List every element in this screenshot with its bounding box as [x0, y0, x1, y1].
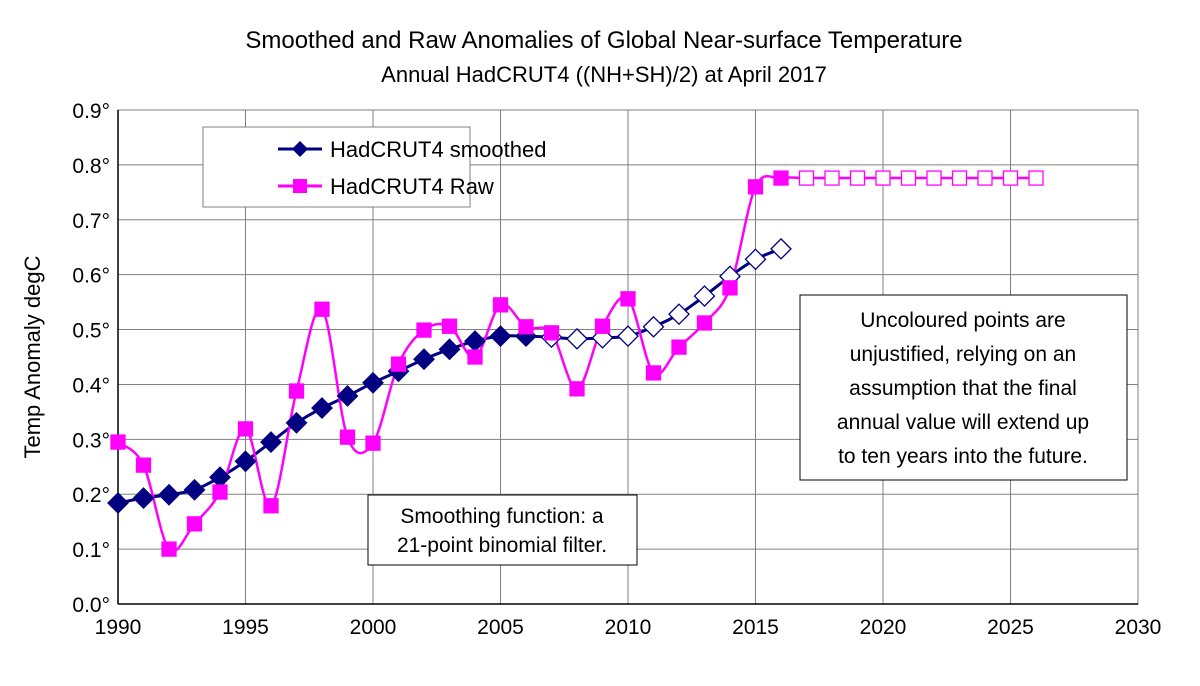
- raw-point: [237, 421, 254, 437]
- smoothed-point: [158, 483, 180, 506]
- x-tick-label: 1990: [95, 616, 142, 639]
- legend-raw: HadCRUT4 Raw: [330, 174, 494, 199]
- raw-point: [671, 339, 687, 355]
- y-tick-label: 0.1°: [72, 539, 110, 562]
- raw-point: [135, 457, 152, 473]
- raw-point: [849, 170, 866, 186]
- raw-point: [314, 301, 330, 317]
- smoothed-point: [234, 450, 257, 473]
- raw-point: [926, 170, 942, 186]
- annotation-uncoloured-line: unjustified, relying on an: [850, 343, 1076, 366]
- raw-point: [339, 429, 356, 445]
- y-tick-label: 0.9°: [72, 100, 110, 123]
- raw-point: [569, 381, 585, 397]
- raw-point: [798, 170, 815, 186]
- raw-point: [1028, 170, 1044, 186]
- smoothed-point: [668, 303, 690, 326]
- smoothed-point: [617, 325, 639, 348]
- raw-point: [416, 322, 432, 338]
- annotation-smoothing-line: Smoothing function: a: [400, 505, 603, 528]
- smoothed-point: [285, 411, 308, 434]
- raw-point: [110, 434, 126, 450]
- legend-square-icon: [293, 179, 307, 193]
- smoothed-point: [183, 478, 206, 501]
- x-tick-label: 1995: [222, 616, 269, 639]
- x-tick-label: 2020: [860, 616, 907, 639]
- smoothed-point: [770, 237, 792, 260]
- raw-point: [773, 170, 789, 186]
- x-tick-label: 2000: [350, 616, 397, 639]
- smoothed-point: [132, 487, 155, 509]
- smoothed-point: [260, 431, 282, 453]
- annotation-smoothing: Smoothing function: a 21-point binomial …: [367, 494, 638, 566]
- smoothed-point: [362, 371, 384, 394]
- smoothed-point: [693, 285, 716, 307]
- raw-point: [288, 383, 305, 399]
- raw-point: [518, 319, 534, 335]
- smoothed-point: [336, 385, 359, 407]
- raw-point: [645, 365, 662, 381]
- raw-point: [594, 318, 611, 334]
- annotation-uncoloured-line: to ten years into the future.: [838, 445, 1088, 468]
- x-tick-label: 2030: [1115, 616, 1162, 639]
- y-tick-label: 0.2°: [72, 484, 110, 507]
- raw-point: [161, 541, 177, 557]
- x-tick-label: 2005: [477, 616, 524, 639]
- y-tick-label: 0.0°: [72, 594, 110, 617]
- smoothed-point: [107, 492, 129, 514]
- smoothed-point: [642, 315, 665, 338]
- raw-point: [365, 435, 381, 451]
- smoothed-point: [489, 325, 512, 348]
- raw-point: [620, 291, 636, 307]
- smoothed-point: [438, 338, 461, 361]
- raw-point: [875, 170, 891, 186]
- raw-point: [951, 170, 968, 186]
- y-tick-label: 0.4°: [72, 374, 110, 397]
- smoothed-point: [413, 348, 435, 371]
- raw-point: [212, 484, 228, 500]
- y-tick-label: 0.6°: [72, 265, 110, 288]
- chart-title: Smoothed and Raw Anomalies of Global Nea…: [245, 27, 962, 54]
- raw-point: [696, 315, 713, 331]
- raw-point: [263, 498, 279, 514]
- y-tick-label: 0.3°: [72, 429, 110, 452]
- raw-point: [747, 179, 764, 195]
- annotation-uncoloured-line: annual value will extend up: [837, 411, 1089, 434]
- raw-point: [900, 170, 917, 186]
- smoothed-point: [311, 397, 333, 419]
- raw-point: [186, 516, 203, 532]
- raw-point: [492, 297, 509, 313]
- legend-diamond-icon: [292, 141, 308, 157]
- raw-point: [824, 170, 840, 186]
- y-tick-label: 0.7°: [72, 210, 110, 233]
- raw-point: [467, 349, 483, 365]
- smoothed-point: [744, 248, 767, 271]
- raw-point: [390, 356, 407, 372]
- raw-point: [722, 280, 738, 296]
- tick-labels: 1990 1995 2000 2005 2010 2015 2020 2025 2030 0.0°…: [72, 100, 1161, 639]
- y-tick-label: 0.5°: [72, 320, 110, 343]
- annotation-uncoloured: Uncoloured points are unjustified, relyi…: [799, 294, 1128, 481]
- annotation-smoothing-line: 21-point binomial filter.: [397, 534, 607, 557]
- legend: HadCRUT4 smoothed HadCRUT4 Raw: [202, 126, 546, 208]
- x-tick-label: 2010: [605, 616, 652, 639]
- raw-point: [543, 325, 560, 341]
- annotation-uncoloured-line: Uncoloured points are: [860, 309, 1065, 332]
- legend-smoothed: HadCRUT4 smoothed: [330, 137, 546, 162]
- raw-point: [977, 170, 993, 186]
- y-tick-label: 0.8°: [72, 155, 110, 178]
- x-tick-label: 2025: [987, 616, 1034, 639]
- raw-point: [441, 318, 458, 334]
- raw-point: [1002, 170, 1019, 186]
- smoothed-point: [566, 327, 588, 350]
- series-markers: [107, 170, 1044, 557]
- x-tick-label: 2015: [732, 616, 779, 639]
- y-axis-label: Temp Anomaly degC: [20, 255, 45, 458]
- annotation-uncoloured-line: assumption that the final: [849, 377, 1077, 400]
- chart-subtitle: Annual HadCRUT4 ((NH+SH)/2) at April 201…: [381, 62, 827, 87]
